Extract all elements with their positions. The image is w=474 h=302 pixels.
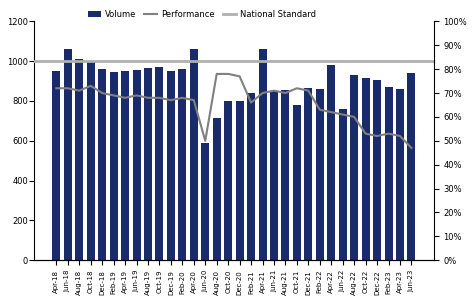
Bar <box>144 68 152 260</box>
Bar <box>109 72 118 260</box>
Bar <box>270 91 278 260</box>
Bar <box>178 69 186 260</box>
Bar <box>52 71 60 260</box>
Bar <box>224 101 232 260</box>
Bar <box>121 71 129 260</box>
Bar <box>304 88 312 260</box>
Bar <box>236 101 244 260</box>
Bar <box>282 90 290 260</box>
Bar <box>87 61 95 260</box>
Bar <box>327 65 335 260</box>
Bar <box>98 69 106 260</box>
Bar <box>64 49 72 260</box>
Bar <box>316 89 324 260</box>
Bar <box>373 80 381 260</box>
Bar <box>350 75 358 260</box>
Bar <box>362 78 370 260</box>
Bar <box>247 93 255 260</box>
Bar <box>396 89 404 260</box>
Bar <box>339 109 346 260</box>
Bar <box>167 71 175 260</box>
Bar <box>155 67 164 260</box>
Bar <box>133 70 141 260</box>
Bar <box>190 49 198 260</box>
Bar <box>213 118 221 260</box>
Bar <box>384 87 392 260</box>
Bar <box>293 105 301 260</box>
Legend: Volume, Performance, National Standard: Volume, Performance, National Standard <box>85 6 319 22</box>
Bar <box>408 73 415 260</box>
Bar <box>75 59 83 260</box>
Bar <box>201 143 209 260</box>
Bar <box>258 49 266 260</box>
